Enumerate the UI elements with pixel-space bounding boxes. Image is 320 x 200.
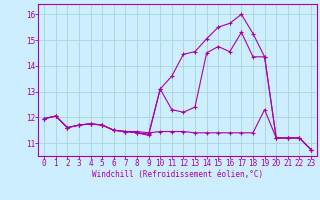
- X-axis label: Windchill (Refroidissement éolien,°C): Windchill (Refroidissement éolien,°C): [92, 170, 263, 179]
